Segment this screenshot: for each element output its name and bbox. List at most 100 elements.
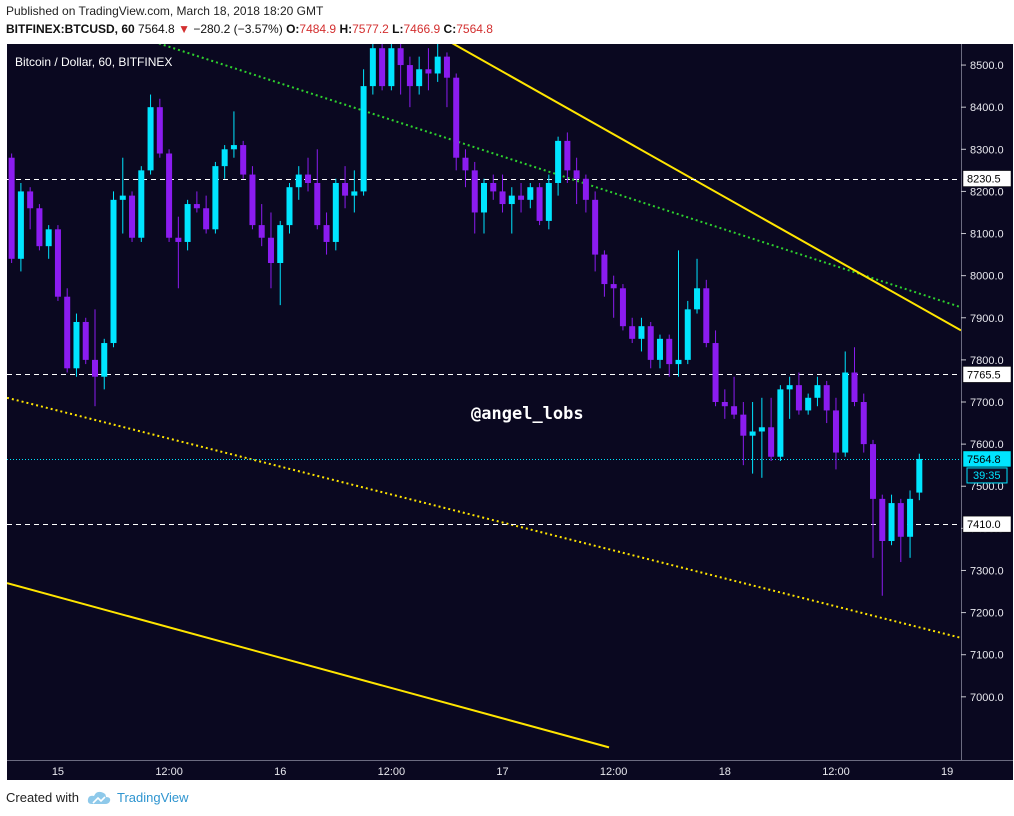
candle-body — [749, 431, 756, 436]
candle-body — [666, 338, 673, 365]
candle-body — [203, 208, 210, 230]
candle-body — [721, 402, 728, 407]
candle — [64, 288, 71, 373]
plot-area — [7, 44, 961, 749]
candle-body — [582, 178, 589, 200]
candle-body — [425, 69, 432, 74]
candle — [471, 161, 478, 234]
candle — [508, 187, 515, 234]
cloud-logo-icon — [87, 791, 111, 804]
candle-body — [647, 326, 654, 360]
candle — [305, 157, 312, 192]
candle — [527, 182, 534, 209]
candle-body — [629, 326, 636, 339]
candlestick-chart[interactable]: Bitcoin / Dollar, 60, BITFINEX @angel_lob… — [0, 40, 1014, 780]
candle-body — [823, 385, 830, 411]
tradingview-brand-link[interactable]: TradingView — [116, 790, 189, 805]
candle-body — [684, 309, 691, 360]
candle-body — [860, 402, 867, 445]
y-tick-label: 7700.0 — [970, 397, 1004, 409]
candle-body — [536, 187, 543, 221]
candle — [545, 174, 552, 230]
candle — [749, 402, 756, 474]
x-tick-label: 16 — [274, 766, 286, 778]
candle-body — [360, 86, 367, 192]
candle-body — [842, 372, 849, 453]
candle — [629, 317, 636, 344]
candle-body — [610, 284, 617, 289]
price-label-7765.5: 7765.5 — [967, 369, 1001, 381]
candle-body — [434, 56, 441, 74]
price-axis-background — [961, 44, 1013, 760]
candle — [712, 330, 719, 407]
candle-body — [212, 166, 219, 230]
candle-body — [768, 427, 775, 457]
candle-body — [490, 182, 497, 192]
candle-body — [545, 182, 552, 221]
candle-body — [786, 385, 793, 390]
candle — [443, 52, 450, 108]
candle — [138, 166, 145, 242]
candle-body — [397, 48, 404, 66]
candle — [777, 385, 784, 461]
open-label: O: — [286, 22, 300, 36]
candle — [249, 166, 256, 230]
candle-body — [508, 195, 515, 205]
high-label: H: — [339, 22, 353, 36]
candle — [462, 149, 469, 188]
candle — [166, 149, 173, 242]
candle — [73, 313, 80, 377]
candle — [91, 309, 98, 407]
candle-body — [240, 145, 247, 175]
candle-body — [119, 195, 126, 200]
published-caption: Published on TradingView.com, March 18, … — [6, 4, 324, 18]
candle-body — [740, 414, 747, 436]
price-label-box — [962, 170, 1012, 187]
trendline-solid-yellow — [7, 582, 610, 749]
candle-body — [45, 229, 52, 247]
candle — [156, 98, 163, 158]
candle-body — [888, 503, 895, 541]
candle-body — [879, 498, 886, 541]
y-tick-label: 7500.0 — [970, 481, 1004, 493]
candle-body — [36, 208, 43, 247]
chart-title: Bitcoin / Dollar, 60, BITFINEX — [15, 55, 172, 69]
symbol-label[interactable]: BITFINEX:BTCUSD, 60 — [6, 22, 135, 36]
candle-body — [101, 343, 108, 377]
candle-body — [814, 385, 821, 398]
candle-body — [832, 410, 839, 453]
candle-body — [703, 288, 710, 344]
candle-body — [54, 229, 61, 297]
candle-body — [267, 237, 274, 264]
candle — [805, 393, 812, 415]
candle — [601, 250, 608, 297]
countdown-box — [966, 467, 1008, 484]
candle-body — [184, 204, 191, 242]
candle-body — [8, 157, 15, 259]
candle — [453, 73, 460, 171]
created-with-text: Created with — [6, 790, 79, 805]
candle-body — [795, 385, 802, 411]
x-tick-label: 17 — [496, 766, 508, 778]
candle — [860, 393, 867, 453]
candle — [82, 317, 89, 365]
candle — [786, 376, 793, 419]
candle — [731, 376, 738, 419]
candle-body — [156, 107, 163, 154]
candle — [907, 490, 914, 558]
candle-body — [323, 225, 330, 242]
candle-body — [351, 191, 358, 196]
candle-body — [305, 174, 312, 183]
candle — [388, 44, 395, 91]
candle — [870, 439, 877, 558]
candle — [147, 94, 154, 175]
price-label-8230.5: 8230.5 — [967, 174, 1001, 186]
change-value: −280.2 (−3.57%) — [193, 22, 283, 36]
candle — [619, 284, 626, 331]
candle — [193, 191, 200, 213]
candle — [758, 397, 765, 478]
candle — [888, 494, 895, 546]
candle-body — [82, 321, 89, 360]
candle — [314, 149, 321, 230]
candle — [518, 182, 525, 213]
